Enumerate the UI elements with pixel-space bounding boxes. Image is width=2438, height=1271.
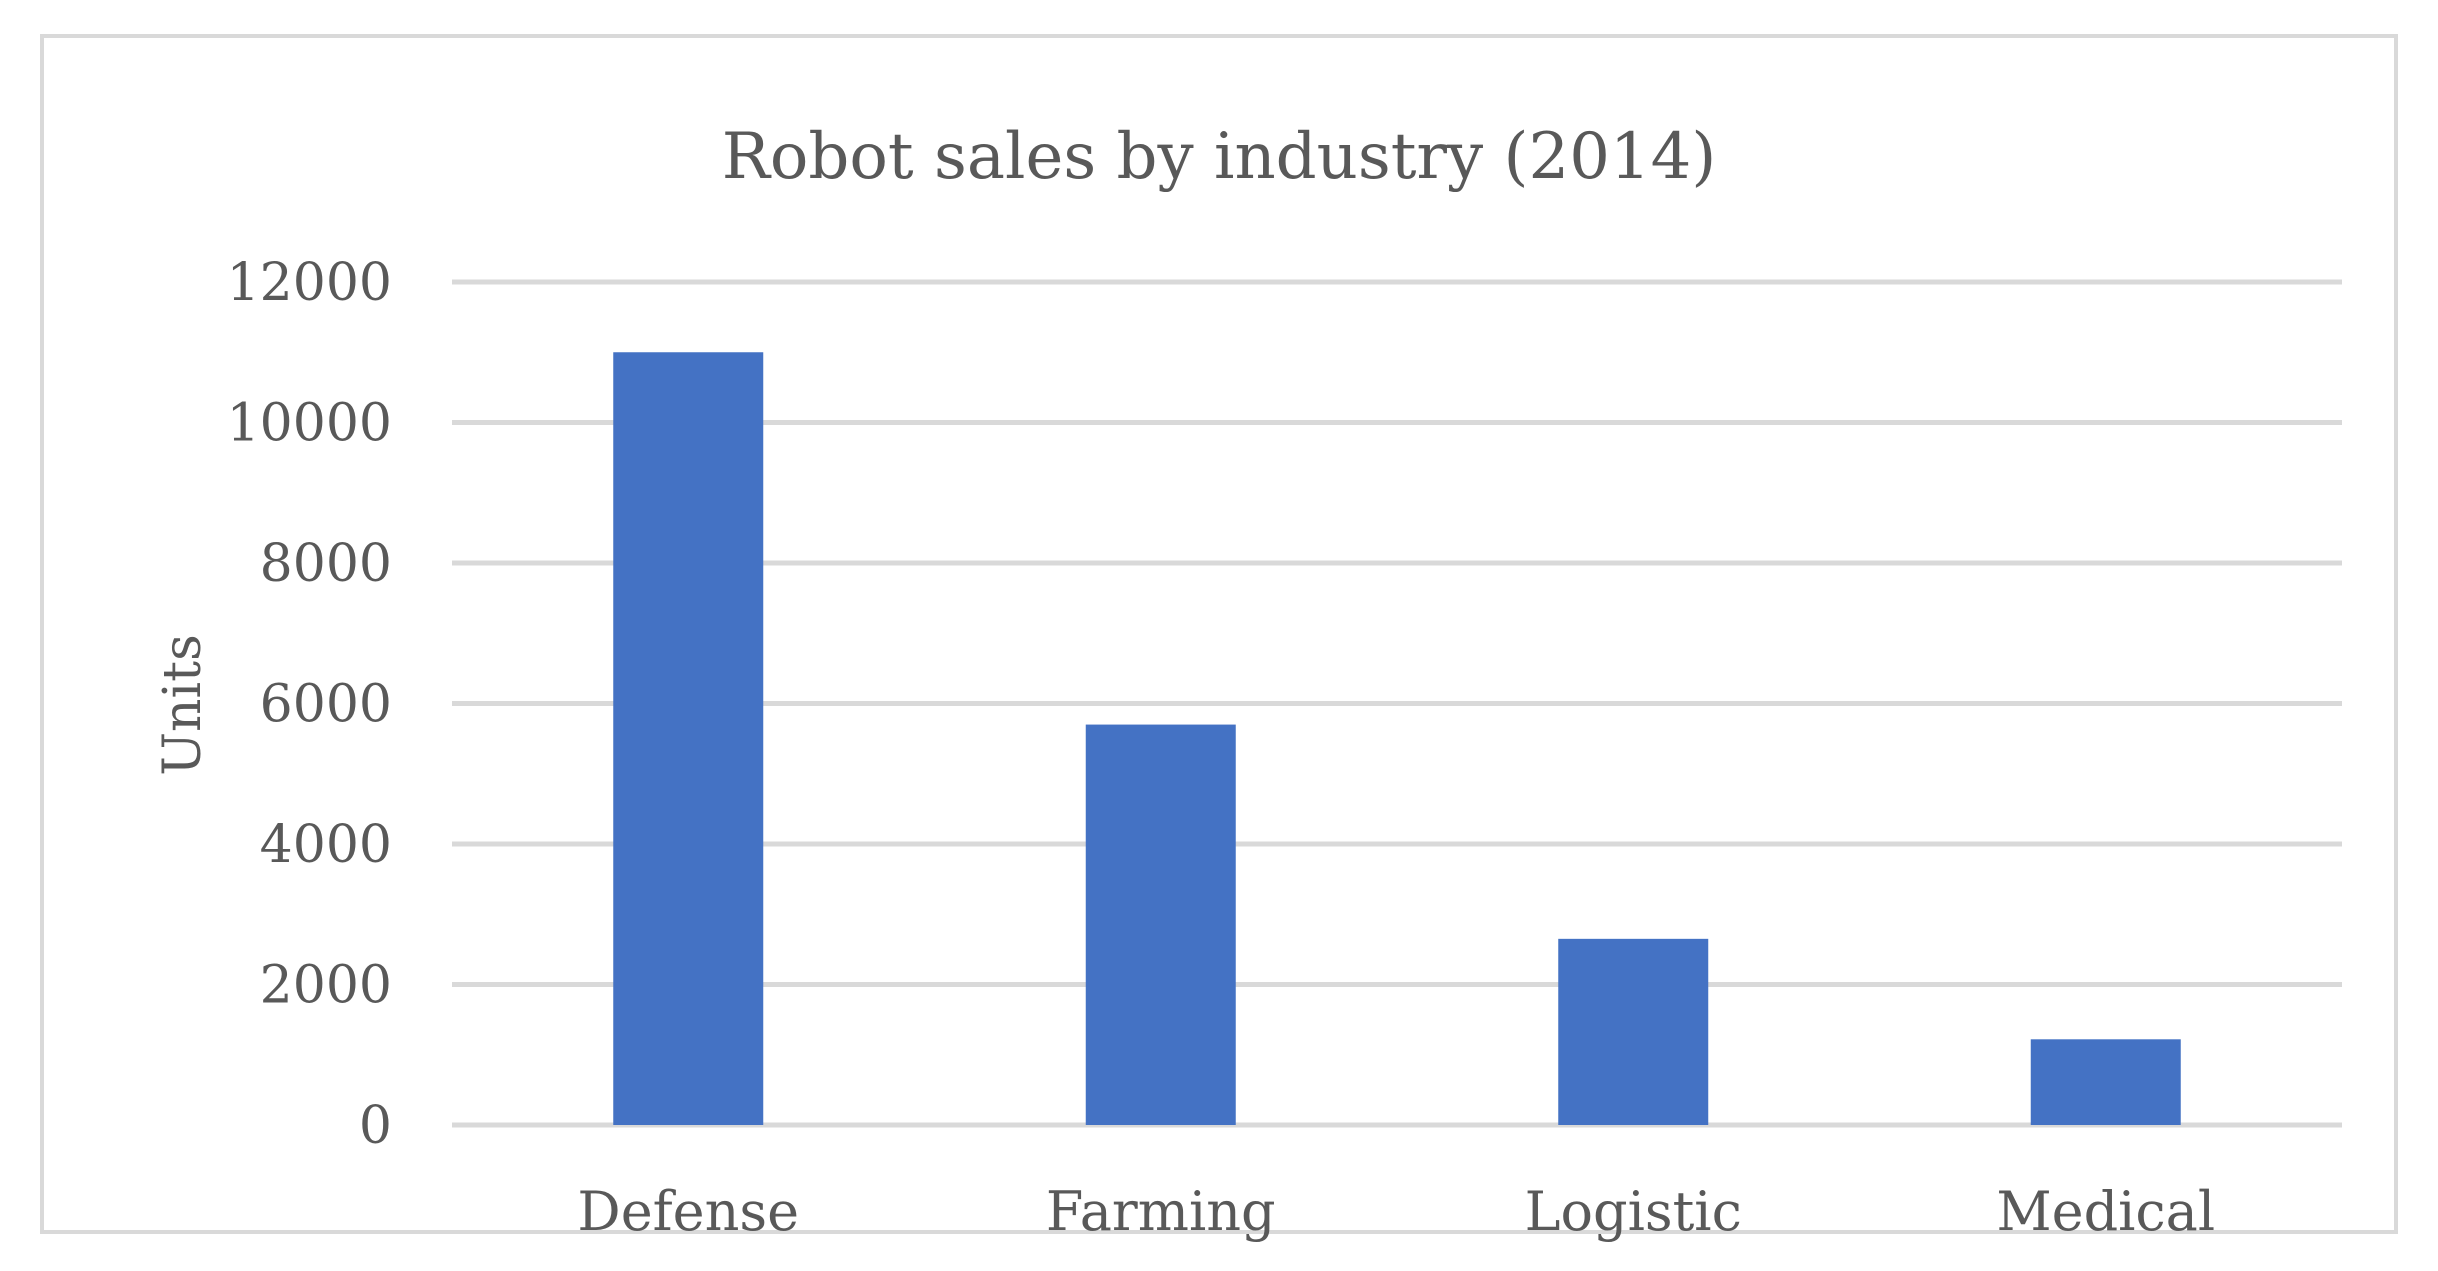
y-tick-label: 2000 [260,956,392,1016]
y-tick-label: 10000 [227,394,392,454]
y-tick-label: 12000 [227,253,392,313]
bars [613,352,2181,1125]
bar-defense [613,352,764,1125]
x-category-label: Medical [1996,1180,2215,1243]
bar-farming [1085,724,1236,1125]
x-category-label: Farming [1046,1180,1276,1243]
x-axis-categories: Defense Farming Logistic Medical [577,1180,2215,1243]
y-tick-label: 0 [359,1096,392,1156]
chart-title: Robot sales by industry (2014) [722,120,1717,194]
y-tick-label: 4000 [260,815,392,875]
gridlines [452,279,2342,1128]
bar-logistic [1558,938,1709,1125]
x-category-label: Logistic [1525,1180,1742,1243]
y-tick-label: 6000 [260,675,392,735]
y-axis-title: Units [153,634,213,776]
y-axis-ticks: 0 2000 4000 6000 8000 10000 12000 [227,253,392,1156]
x-category-label: Defense [577,1180,799,1243]
bar-medical [2030,1039,2181,1125]
y-tick-label: 8000 [260,534,392,594]
